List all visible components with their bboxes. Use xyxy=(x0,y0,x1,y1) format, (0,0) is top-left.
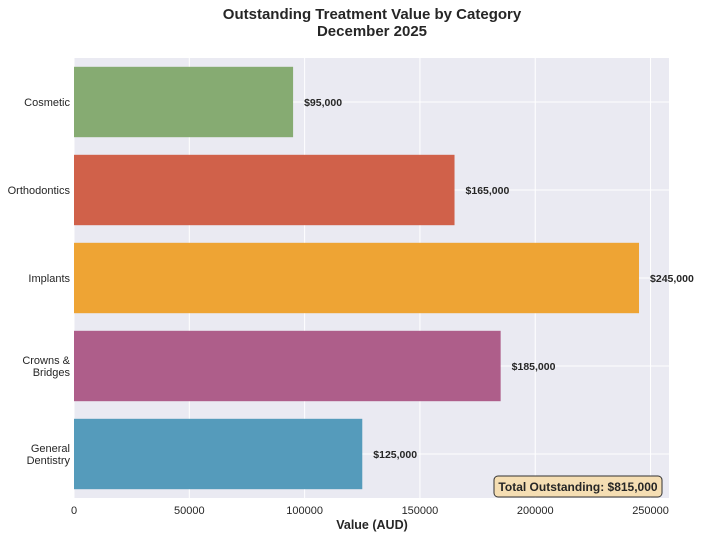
bar-value-label: $185,000 xyxy=(512,361,556,373)
x-axis-label: Value (AUD) xyxy=(336,518,408,532)
x-axis-ticks: 0 50000 100000 150000 200000 250000 xyxy=(71,505,669,517)
data-labels: $95,000 $165,000 $245,000 $185,000 $125,000 xyxy=(304,97,694,461)
total-annotation: Total Outstanding: $815,000 xyxy=(493,475,663,498)
x-tick-label: 0 xyxy=(71,505,77,517)
x-tick-label: 150000 xyxy=(402,505,439,517)
x-tick-label: 50000 xyxy=(174,505,205,517)
x-tick-label: 100000 xyxy=(286,505,323,517)
bar xyxy=(74,154,455,226)
x-tick-label: 250000 xyxy=(632,505,669,517)
y-tick-label: Cosmetic xyxy=(24,97,70,109)
bar xyxy=(74,330,501,402)
y-tick-label: Crowns & Bridges xyxy=(22,355,70,379)
bar-value-label: $95,000 xyxy=(304,97,342,109)
chart-title: Outstanding Treatment Value by Category xyxy=(223,6,522,23)
y-axis-ticks: Cosmetic Orthodontics Implants Crowns & Brid… xyxy=(8,97,71,467)
bar-value-label: $125,000 xyxy=(373,449,417,461)
bar-value-label: $165,000 xyxy=(466,185,510,197)
x-tick-label: 200000 xyxy=(517,505,554,517)
bar xyxy=(74,418,363,490)
y-tick-label: Orthodontics xyxy=(8,185,71,197)
y-tick-label: General Dentistry xyxy=(27,443,71,467)
y-tick-label: Implants xyxy=(28,273,70,285)
bar-value-label: $245,000 xyxy=(650,273,694,285)
bar xyxy=(74,66,294,138)
bars xyxy=(74,66,640,490)
total-annotation-box xyxy=(493,475,663,498)
bar xyxy=(74,242,640,314)
total-annotation-text: Total Outstanding: $815,000 xyxy=(498,480,657,494)
chart-subtitle: December 2025 xyxy=(317,23,427,40)
